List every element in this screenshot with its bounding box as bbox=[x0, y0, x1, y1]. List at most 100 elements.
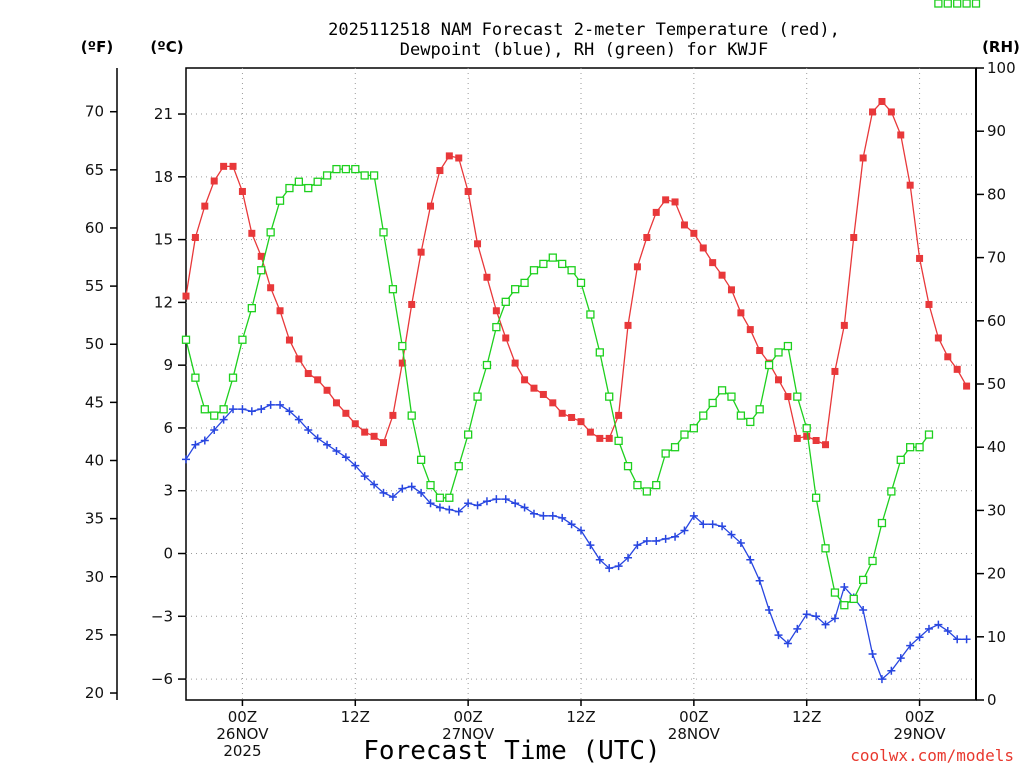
data-point bbox=[229, 162, 237, 170]
data-point bbox=[614, 562, 623, 571]
data-point bbox=[661, 534, 670, 543]
data-point bbox=[341, 453, 350, 462]
data-point bbox=[727, 286, 735, 294]
data-point bbox=[699, 244, 707, 252]
data-point bbox=[388, 285, 398, 294]
data-point bbox=[380, 439, 387, 447]
data-point bbox=[915, 633, 924, 642]
data-point bbox=[341, 164, 351, 174]
data-point bbox=[200, 405, 209, 414]
data-point bbox=[943, 0, 952, 8]
data-point bbox=[830, 588, 840, 597]
fahrenheit-tick-label: 25 bbox=[85, 626, 104, 644]
data-point bbox=[661, 449, 670, 458]
data-point bbox=[248, 229, 256, 237]
data-point bbox=[351, 461, 360, 470]
data-point bbox=[455, 154, 463, 162]
data-point bbox=[680, 526, 689, 535]
data-point bbox=[764, 360, 774, 370]
time-tick-label: 28NOV bbox=[668, 725, 721, 743]
data-point bbox=[294, 415, 303, 424]
celsius-tick-label: 6 bbox=[163, 419, 173, 437]
data-point bbox=[577, 418, 585, 426]
data-point bbox=[426, 499, 435, 508]
data-point bbox=[285, 336, 293, 344]
data-point bbox=[670, 443, 680, 452]
data-point bbox=[962, 635, 971, 644]
fahrenheit-tick-label: 40 bbox=[85, 452, 104, 470]
fahrenheit-tick-label: 70 bbox=[85, 103, 104, 121]
data-point bbox=[746, 417, 755, 427]
data-point bbox=[605, 564, 614, 573]
data-point bbox=[840, 582, 849, 591]
fahrenheit-tick-label: 55 bbox=[85, 277, 104, 295]
data-point bbox=[971, 0, 981, 8]
data-point bbox=[718, 271, 726, 279]
data-point bbox=[295, 355, 303, 363]
data-point bbox=[887, 108, 895, 116]
data-point bbox=[266, 400, 275, 409]
data-point bbox=[858, 575, 868, 585]
data-point bbox=[690, 229, 698, 237]
data-point bbox=[417, 488, 426, 497]
data-point bbox=[802, 424, 811, 433]
data-point bbox=[812, 612, 821, 621]
data-point bbox=[878, 97, 886, 105]
data-point bbox=[623, 462, 633, 471]
celsius-tick-label: −3 bbox=[151, 607, 173, 625]
data-point bbox=[596, 434, 604, 442]
data-point bbox=[529, 509, 538, 518]
data-point bbox=[896, 455, 905, 464]
series-dewpoint bbox=[182, 400, 971, 684]
data-point bbox=[511, 359, 519, 367]
data-point bbox=[360, 171, 369, 180]
time-tick-label: 00Z bbox=[453, 708, 482, 726]
data-point bbox=[247, 407, 256, 416]
fahrenheit-axis: 20 25 30 35 40 45 50 55 60 65 70 bbox=[85, 103, 117, 702]
data-point bbox=[285, 183, 294, 193]
fahrenheit-tick-label: 65 bbox=[85, 161, 104, 179]
data-point bbox=[709, 259, 717, 267]
data-point bbox=[529, 266, 539, 275]
data-point bbox=[624, 553, 633, 562]
data-point bbox=[454, 462, 463, 471]
data-point bbox=[369, 171, 379, 180]
data-point bbox=[868, 556, 877, 566]
data-point bbox=[267, 284, 275, 292]
rh-tick-label: 100 bbox=[987, 59, 1016, 77]
data-point bbox=[906, 443, 915, 452]
data-point bbox=[934, 334, 942, 342]
data-point bbox=[595, 348, 604, 357]
data-point bbox=[408, 300, 416, 308]
data-point bbox=[793, 392, 802, 401]
data-point bbox=[323, 386, 331, 394]
data-point bbox=[257, 252, 265, 260]
credit-link[interactable]: coolwx.com/models bbox=[850, 746, 1014, 765]
celsius-tick-label: 3 bbox=[163, 482, 173, 500]
data-point bbox=[652, 536, 661, 545]
data-point bbox=[924, 624, 933, 633]
data-point bbox=[351, 164, 360, 174]
data-point bbox=[483, 273, 491, 281]
data-point bbox=[201, 202, 209, 210]
data-point bbox=[360, 472, 369, 481]
data-point bbox=[708, 398, 717, 408]
data-point bbox=[821, 544, 830, 553]
data-point bbox=[671, 198, 679, 206]
data-point bbox=[501, 495, 510, 504]
data-point bbox=[746, 326, 754, 334]
data-point bbox=[285, 407, 294, 416]
data-point bbox=[511, 499, 520, 508]
rh-tick-label: 80 bbox=[987, 185, 1006, 203]
data-point bbox=[906, 641, 915, 650]
data-point bbox=[737, 309, 745, 317]
celsius-tick-label: 18 bbox=[154, 168, 173, 186]
data-point bbox=[210, 426, 219, 435]
data-point bbox=[388, 493, 397, 502]
time-tick-label: 00Z bbox=[905, 708, 934, 726]
chart-title-line-2: Dewpoint (blue), RH (green) for KWJF bbox=[400, 40, 768, 60]
data-point bbox=[812, 437, 820, 445]
data-point bbox=[689, 424, 699, 433]
time-tick-label: 26NOV bbox=[216, 725, 269, 743]
